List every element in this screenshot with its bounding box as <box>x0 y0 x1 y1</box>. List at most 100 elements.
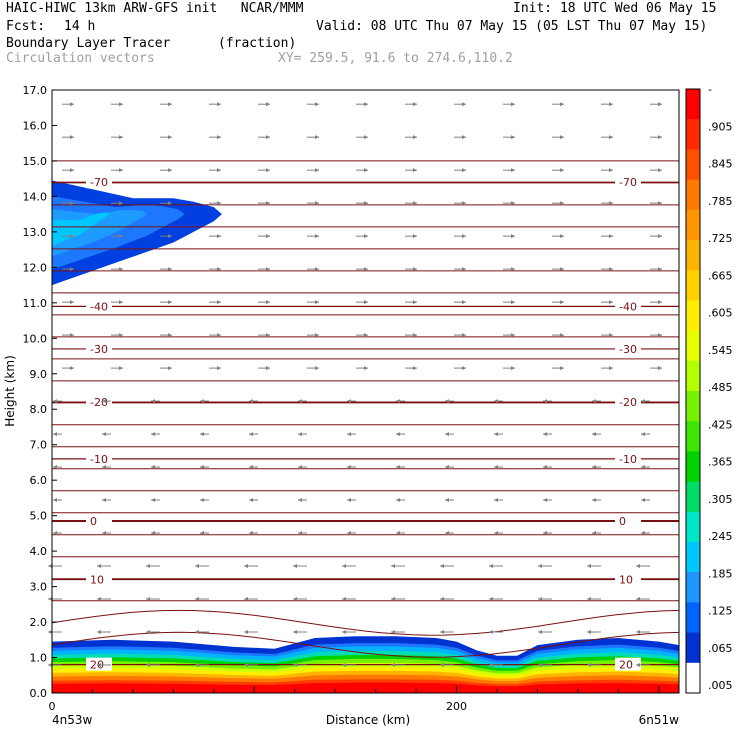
vector-head <box>609 201 613 206</box>
vector-field-name: Circulation vectors <box>6 51 155 66</box>
vector-head <box>609 234 613 239</box>
vector-head <box>53 498 57 503</box>
vector-head <box>146 629 150 634</box>
vector-head <box>217 267 221 272</box>
vector-head <box>413 102 417 107</box>
vector-head <box>658 366 662 371</box>
vector-head <box>151 498 155 503</box>
contour-label-bg <box>615 451 641 465</box>
vector-head <box>636 662 640 667</box>
vector-head <box>298 531 302 536</box>
vector-head <box>396 399 400 404</box>
colorbar-swatch <box>686 240 700 271</box>
vector-head <box>440 564 444 569</box>
vector-head <box>609 267 613 272</box>
contour-label-bg <box>615 175 641 189</box>
vector-head <box>494 399 498 404</box>
vector-head <box>266 135 270 140</box>
vector-head <box>609 168 613 173</box>
contour-label-bg <box>86 513 112 527</box>
plot-frame <box>51 89 680 694</box>
colorbar-swatch <box>686 421 700 452</box>
colorbar-swatch <box>686 511 700 543</box>
isotherm-line <box>51 631 680 658</box>
vector-head <box>119 102 123 107</box>
vector-head <box>560 135 564 140</box>
vector-head <box>636 564 640 569</box>
vector-head <box>462 366 466 371</box>
vector-head <box>445 465 449 470</box>
colorbar-label: .305 <box>708 493 733 506</box>
vector-head <box>244 597 248 602</box>
vector-head <box>168 201 172 206</box>
vector-head <box>440 629 444 634</box>
vector-head <box>119 135 123 140</box>
tracer-band-11 <box>52 682 679 693</box>
vector-head <box>511 234 515 239</box>
vector-head <box>217 135 221 140</box>
vector-head <box>315 333 319 338</box>
vector-head <box>97 629 101 634</box>
colorbar-label: .605 <box>708 307 733 320</box>
colorbar-swatch <box>686 602 700 634</box>
vector-head <box>609 300 613 305</box>
contour-label: -40 <box>90 300 108 313</box>
vector-head <box>217 201 221 206</box>
colorbar-swatch <box>686 360 700 392</box>
vector-head <box>48 597 52 602</box>
vector-head <box>249 498 253 503</box>
vector-head <box>494 465 498 470</box>
cross-section-endpoints: XY= 259.5, 91.6 to 274.6,110.2 <box>278 51 513 66</box>
vector-head <box>249 399 253 404</box>
vector-head <box>70 267 74 272</box>
vector-head <box>462 201 466 206</box>
x-tick-label: 0 <box>49 700 56 713</box>
vector-head <box>342 564 346 569</box>
vector-head <box>641 432 645 437</box>
vector-head <box>592 498 596 503</box>
vector-head <box>70 168 74 173</box>
vector-head <box>538 564 542 569</box>
contour-label-bg <box>86 175 112 189</box>
vector-head <box>97 564 101 569</box>
vector-head <box>413 300 417 305</box>
vector-head <box>641 498 645 503</box>
vector-head <box>636 629 640 634</box>
vector-head <box>200 465 204 470</box>
vector-head <box>462 168 466 173</box>
vector-head <box>266 267 270 272</box>
vector-head <box>445 498 449 503</box>
vector-head <box>462 300 466 305</box>
vector-head <box>266 102 270 107</box>
title-left: HAIC-HIWC 13km ARW-GFS init NCAR/MMM <box>6 1 304 16</box>
contour-label: 0 <box>619 515 626 528</box>
vector-head <box>298 498 302 503</box>
vector-head <box>168 168 172 173</box>
vector-head <box>364 102 368 107</box>
vector-head <box>293 662 297 667</box>
vector-head <box>489 629 493 634</box>
vector-head <box>494 531 498 536</box>
colorbar-label: .785 <box>708 195 733 208</box>
vector-head <box>102 432 106 437</box>
vector-head <box>119 201 123 206</box>
vector-head <box>391 662 395 667</box>
vector-head <box>119 300 123 305</box>
contour-label-bg <box>615 299 641 313</box>
vector-head <box>462 102 466 107</box>
vector-head <box>511 300 515 305</box>
contour-label-bg <box>615 395 641 409</box>
colorbar-label: .365 <box>708 456 733 469</box>
colorbar-label: - <box>708 83 712 96</box>
vector-head <box>462 234 466 239</box>
vector-head <box>641 399 645 404</box>
vector-head <box>538 597 542 602</box>
vector-head <box>391 597 395 602</box>
vector-head <box>151 465 155 470</box>
forecast-hour: 14 h <box>64 19 96 34</box>
isotherm-line <box>51 609 680 636</box>
vector-head <box>168 300 172 305</box>
vector-head <box>168 102 172 107</box>
vector-head <box>293 629 297 634</box>
vector-head <box>592 432 596 437</box>
